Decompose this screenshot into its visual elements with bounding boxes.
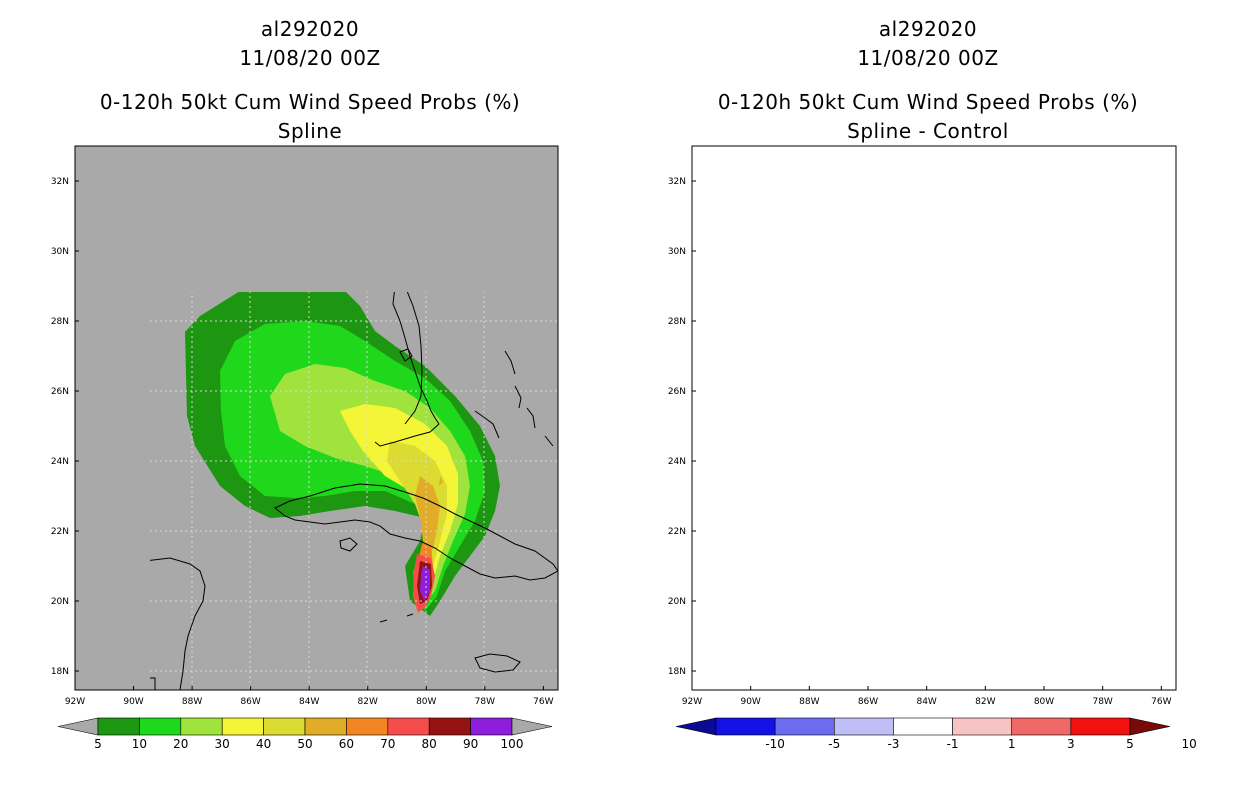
- lat-label: 24N: [51, 457, 69, 467]
- lat-label: 22N: [51, 527, 69, 537]
- colorbar-arrow-low: [57, 717, 99, 736]
- lon-label: 78W: [475, 697, 495, 707]
- left-lat-axis: 32N 30N 28N 26N 24N 22N 20N 18N: [51, 177, 79, 677]
- colorbar-swatch: [221, 717, 264, 736]
- colorbar-swatch: [1070, 717, 1131, 736]
- lat-label: 20N: [51, 597, 69, 607]
- lon-label: 92W: [65, 697, 85, 707]
- lat-label: 28N: [51, 317, 69, 327]
- lat-label: 32N: [51, 177, 69, 187]
- colorbar-label: 10: [132, 737, 147, 751]
- lon-label: 92W: [682, 697, 702, 707]
- left-datetime: 11/08/20 00Z: [239, 46, 381, 70]
- left-storm-id: al292020: [260, 17, 360, 41]
- left-map: 32N 30N 28N 26N 24N 22N 20N 18N 92W 90W 88W 86W 84W…: [51, 145, 559, 707]
- lat-label: 26N: [51, 387, 69, 397]
- lon-label: 88W: [182, 697, 202, 707]
- right-datetime: 11/08/20 00Z: [857, 46, 999, 70]
- left-lon-axis: 92W 90W 88W 86W 84W 82W 80W 78W 76W: [65, 686, 554, 707]
- lon-label: 86W: [858, 697, 878, 707]
- colorbar-label: 30: [215, 737, 230, 751]
- colorbar-swatch: [304, 717, 347, 736]
- right-map: 32N 30N 28N 26N 24N 22N 20N 18N 92W 90W 88W 86W 84W…: [668, 145, 1177, 707]
- left-map-frame: [74, 145, 559, 691]
- lon-label: 90W: [740, 697, 760, 707]
- colorbar-arrow-high: [1129, 717, 1171, 736]
- colorbar-label: 60: [339, 737, 354, 751]
- lat-label: 32N: [668, 177, 686, 187]
- lat-label: 20N: [668, 597, 686, 607]
- colorbar-swatch: [715, 717, 776, 736]
- lon-label: 90W: [123, 697, 143, 707]
- lat-label: 22N: [668, 527, 686, 537]
- colorbar-swatch: [833, 717, 894, 736]
- prob-contour-90: [420, 566, 430, 601]
- colorbar-label: 5: [1126, 737, 1134, 751]
- colorbar-label: 3: [1067, 737, 1075, 751]
- colorbar-label: 20: [173, 737, 188, 751]
- lat-label: 26N: [668, 387, 686, 397]
- colorbar-swatch: [893, 717, 953, 736]
- colorbar-swatch: [97, 717, 140, 736]
- colorbar-label: -5: [828, 737, 840, 751]
- lon-label: 76W: [1151, 697, 1171, 707]
- colorbar-label: 70: [380, 737, 395, 751]
- colorbar-label: 90: [463, 737, 478, 751]
- colorbar-swatch: [470, 717, 513, 736]
- right-map-frame: [691, 145, 1177, 691]
- lon-label: 86W: [240, 697, 260, 707]
- colorbar-swatch: [774, 717, 835, 736]
- colorbar-label: 100: [501, 737, 524, 751]
- lon-label: 82W: [358, 697, 378, 707]
- right-lat-axis: 32N 30N 28N 26N 24N 22N 20N 18N: [668, 177, 696, 677]
- lon-label: 80W: [416, 697, 436, 707]
- colorbar-label: -10: [765, 737, 785, 751]
- lon-label: 78W: [1092, 697, 1112, 707]
- right-product-title: 0-120h 50kt Cum Wind Speed Probs (%): [717, 90, 1139, 114]
- lat-label: 24N: [668, 457, 686, 467]
- colorbar-label: 5: [94, 737, 102, 751]
- left-colorbar: 5 10 20 30 40 50 60 70 80 90 100: [57, 717, 553, 751]
- lat-label: 30N: [668, 247, 686, 257]
- left-subtitle: Spline: [277, 119, 343, 143]
- right-subtitle: Spline - Control: [847, 119, 1009, 143]
- right-title-block: al292020 11/08/20 00Z 0-120h 50kt Cum Wi…: [648, 15, 1208, 146]
- colorbar-swatch: [1011, 717, 1072, 736]
- lon-label: 80W: [1034, 697, 1054, 707]
- left-product-title: 0-120h 50kt Cum Wind Speed Probs (%): [99, 90, 521, 114]
- right-colorbar: -10 -5 -3 -1 1 3 5 10: [675, 717, 1197, 751]
- right-storm-id: al292020: [878, 17, 978, 41]
- lon-label: 84W: [916, 697, 936, 707]
- lon-label: 76W: [533, 697, 553, 707]
- colorbar-swatch: [263, 717, 306, 736]
- lat-label: 18N: [668, 667, 686, 677]
- colorbar-arrow-high: [511, 717, 553, 736]
- colorbar-label: 10: [1182, 737, 1197, 751]
- lon-label: 88W: [799, 697, 819, 707]
- colorbar-swatch: [952, 717, 1013, 736]
- colorbar-label: -3: [887, 737, 899, 751]
- colorbar-swatch: [428, 717, 471, 736]
- colorbar-swatch: [180, 717, 223, 736]
- colorbar-label: 80: [422, 737, 437, 751]
- lat-label: 28N: [668, 317, 686, 327]
- colorbar-label: -1: [947, 737, 959, 751]
- right-map-background: [692, 146, 1176, 690]
- lon-label: 82W: [975, 697, 995, 707]
- colorbar-arrow-low: [675, 717, 717, 736]
- lon-label: 84W: [299, 697, 319, 707]
- left-title-block: al292020 11/08/20 00Z 0-120h 50kt Cum Wi…: [30, 15, 590, 146]
- colorbar-label: 1: [1008, 737, 1016, 751]
- colorbar-swatch: [139, 717, 182, 736]
- lat-label: 30N: [51, 247, 69, 257]
- colorbar-label: 40: [256, 737, 271, 751]
- colorbar-swatch: [346, 717, 389, 736]
- lat-label: 18N: [51, 667, 69, 677]
- colorbar-label: 50: [297, 737, 312, 751]
- right-lon-axis: 92W 90W 88W 86W 84W 82W 80W 78W 76W: [682, 686, 1172, 707]
- colorbar-swatch: [387, 717, 430, 736]
